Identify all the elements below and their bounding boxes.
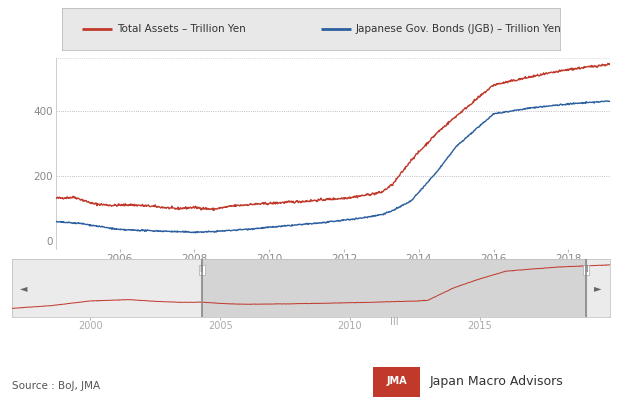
Text: Source : BoJ, JMA: Source : BoJ, JMA [12, 381, 101, 391]
Polygon shape [409, 367, 420, 397]
Text: III: III [390, 317, 398, 327]
Text: Total Assets – Trillion Yen: Total Assets – Trillion Yen [117, 24, 246, 34]
Text: II: II [200, 265, 204, 274]
Text: ►: ► [594, 283, 601, 293]
Bar [202, 259, 586, 317]
Text: II: II [584, 265, 588, 274]
Bar [373, 367, 420, 397]
Text: Japan Macro Advisors: Japan Macro Advisors [430, 375, 564, 388]
Text: JMA: JMA [386, 376, 407, 386]
Bar [12, 259, 202, 317]
Text: Japanese Gov. Bonds (JGB) – Trillion Yen: Japanese Gov. Bonds (JGB) – Trillion Yen [356, 24, 562, 34]
Text: ◄: ◄ [21, 283, 28, 293]
